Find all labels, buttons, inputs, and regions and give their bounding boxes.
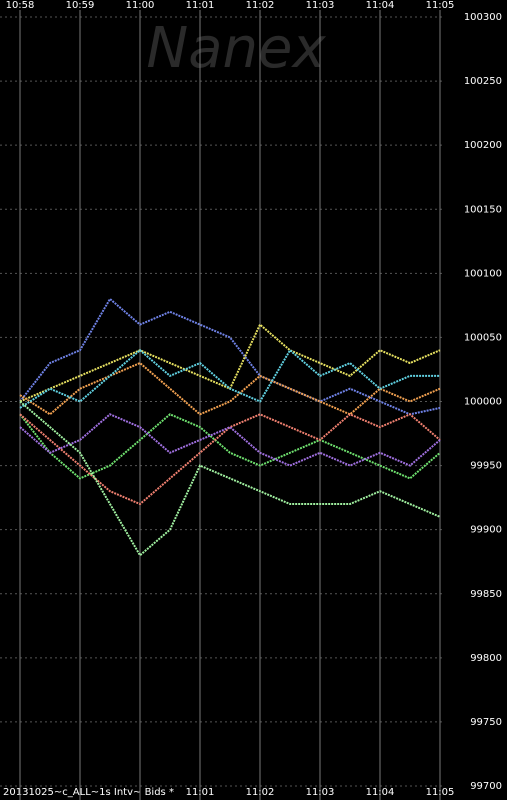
x-tick-label: 11:02 [246, 0, 275, 11]
x-tick-label-bottom: 11:02 [246, 787, 275, 798]
footer: 20131025~c_ALL~1s Intv~ Bids * [3, 787, 174, 798]
y-tick-label: 99900 [470, 525, 502, 536]
y-tick-label: 100100 [464, 268, 502, 279]
y-tick-label: 100050 [464, 332, 502, 343]
x-tick-label: 11:03 [306, 0, 335, 11]
series-line [19, 297, 441, 416]
y-tick-label: 99700 [470, 781, 502, 792]
x-tick-label: 11:00 [126, 0, 155, 11]
y-tick-label: 100150 [464, 204, 502, 215]
y-tick-label: 100250 [464, 76, 502, 87]
x-tick-label: 11:01 [186, 0, 215, 11]
series-line [19, 322, 441, 403]
x-tick-label: 11:05 [426, 0, 455, 11]
y-tick-label: 99750 [470, 717, 502, 728]
y-tick-label: 100300 [464, 12, 502, 23]
series-line [19, 413, 441, 467]
x-tick-label: 11:04 [366, 0, 395, 11]
x-tick-label: 10:59 [66, 0, 95, 11]
x-tick-label: 10:58 [6, 0, 35, 11]
y-tick-label: 99800 [470, 653, 502, 664]
x-tick-label-bottom: 11:03 [306, 787, 335, 798]
x-tick-label-bottom: 11:01 [186, 787, 215, 798]
series-line [19, 348, 440, 409]
series-line [19, 413, 441, 480]
x-tick-label-bottom: 11:04 [366, 787, 395, 798]
x-tick-label-bottom: 11:05 [426, 787, 455, 798]
series-line [19, 400, 441, 557]
watermark: Nanex [146, 16, 326, 81]
y-tick-label: 99850 [470, 589, 502, 600]
y-tick-label: 99950 [470, 461, 502, 472]
y-tick-label: 100000 [464, 397, 502, 408]
y-tick-label: 100200 [464, 140, 502, 151]
series-line [19, 361, 441, 416]
